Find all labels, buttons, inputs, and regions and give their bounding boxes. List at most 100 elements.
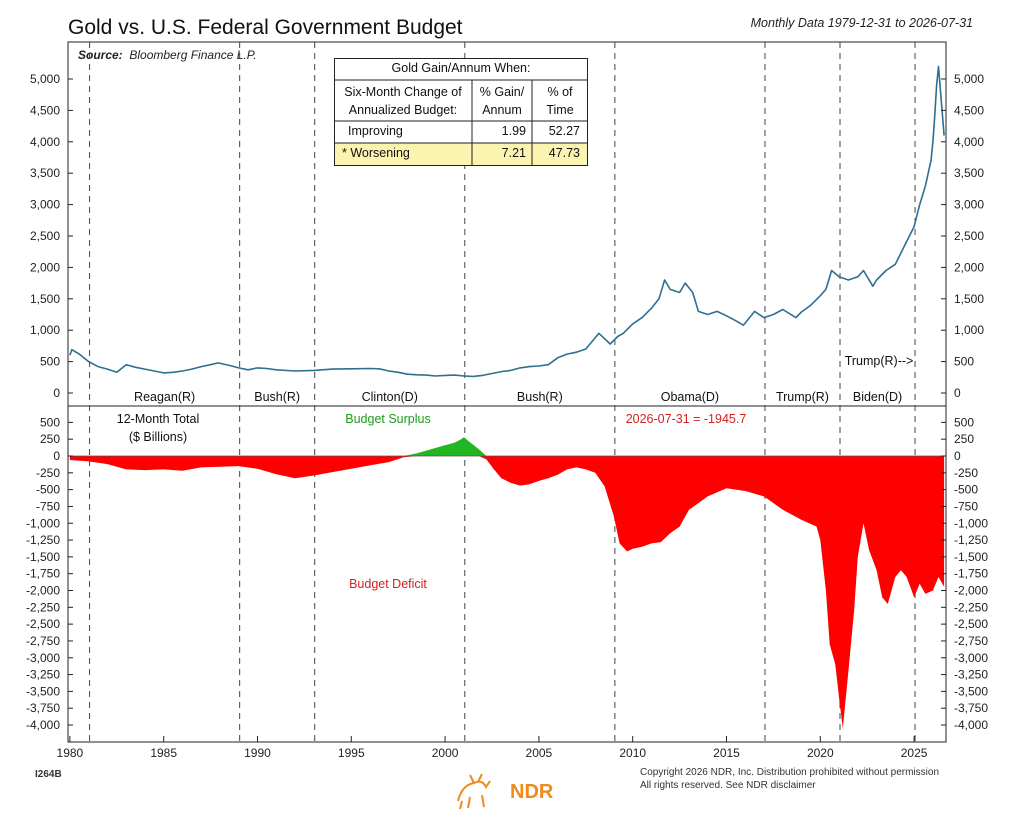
plot-border — [67, 41, 947, 743]
stats-col1-header-line1: Six-Month Change of — [344, 85, 462, 99]
budget-y-tick-label-right: -1,000 — [954, 516, 988, 530]
bull-icon — [457, 773, 491, 810]
copyright-note: Copyright 2026 NDR, Inc. Distribution pr… — [640, 766, 1000, 792]
gold-y-tick-label-right: 3,000 — [954, 198, 984, 212]
x-tick-label: 2010 — [619, 746, 646, 760]
budget-y-tick-label-right: -250 — [954, 466, 978, 480]
source-value: Bloomberg Finance L.P. — [129, 48, 257, 62]
budget-y-tick-label-right: 250 — [954, 432, 974, 446]
budget-y-tick-label-right: -1,750 — [954, 567, 988, 581]
budget-y-tick-label-right: -500 — [954, 483, 978, 497]
gold-y-tick-label-right: 500 — [954, 355, 974, 369]
administration-label: Biden(D) — [853, 390, 902, 404]
chart-id: I264B — [35, 769, 62, 780]
budget-y-tick-label-right: -2,750 — [954, 634, 988, 648]
budget-y-tick-label-left: -2,500 — [26, 617, 60, 631]
gold-y-tick-label-left: 4,000 — [30, 135, 60, 149]
budget-y-tick-label-right: 0 — [954, 449, 961, 463]
latest-value-label: 2026-07-31 = -1945.7 — [626, 412, 747, 426]
x-tick-label: 2000 — [432, 746, 459, 760]
budget-y-tick-label-left: -1,500 — [26, 550, 60, 564]
gold-price-line — [69, 65, 945, 378]
gold-y-tick-label-left: 500 — [40, 355, 60, 369]
gold-y-tick-label-right: 4,000 — [954, 135, 984, 149]
budget-y-tick-label-left: -2,250 — [26, 600, 60, 614]
deficit-area — [69, 456, 945, 729]
budget-y-tick-label-left: -1,250 — [26, 533, 60, 547]
budget-ylabel-line1: 12-Month Total — [117, 412, 199, 426]
administration-label: Reagan(R) — [134, 390, 195, 404]
gold-y-tick-label-left: 1,500 — [30, 292, 60, 306]
budget-y-tick-label-left: -750 — [36, 499, 60, 513]
row-worsening-label: * Worsening — [342, 146, 410, 160]
row-worsening-time: 47.73 — [548, 146, 580, 160]
x-tick-label: 1985 — [150, 746, 177, 760]
gold-y-tick-label-left: 3,500 — [30, 166, 60, 180]
trump2-annotation: Trump(R)--> — [845, 354, 914, 368]
gold-y-tick-label-left: 2,000 — [30, 260, 60, 274]
administration-label: Obama(D) — [661, 390, 719, 404]
gold-y-tick-label-right: 3,500 — [954, 166, 984, 180]
budget-y-tick-label-left: -3,750 — [26, 701, 60, 715]
surplus-label: Budget Surplus — [345, 412, 430, 426]
copyright-line2: All rights reserved. See NDR disclaimer — [640, 780, 816, 791]
ndr-logo: NDR — [452, 771, 582, 811]
chart-title: Gold vs. U.S. Federal Government Budget — [68, 16, 463, 39]
row-improving-time: 52.27 — [548, 124, 580, 138]
budget-y-tick-label-left: 250 — [40, 432, 60, 446]
gold-y-tick-label-left: 0 — [53, 386, 60, 400]
gold-y-tick-label-left: 2,500 — [30, 229, 60, 243]
stats-col3-header-line1: % of — [547, 85, 573, 99]
surplus-area — [69, 437, 945, 456]
budget-y-tick-label-right: -2,250 — [954, 600, 988, 614]
gold-y-tick-label-right: 2,000 — [954, 260, 984, 274]
budget-y-tick-label-left: 0 — [53, 449, 60, 463]
budget-y-tick-label-right: -2,000 — [954, 584, 988, 598]
budget-y-tick-label-right: -3,750 — [954, 701, 988, 715]
logo-text: NDR — [510, 781, 554, 803]
x-tick-label: 2025 — [901, 746, 928, 760]
deficit-label: Budget Deficit — [349, 577, 427, 591]
stats-col1-header: Six-Month Change of Annualized Budget: — [334, 83, 472, 119]
gold-y-tick-label-right: 0 — [954, 386, 961, 400]
budget-y-tick-label-left: -1,750 — [26, 567, 60, 581]
chart-subtitle: Monthly Data 1979-12-31 to 2026-07-31 — [750, 16, 973, 30]
gold-y-tick-label-right: 5,000 — [954, 72, 984, 86]
gold-y-tick-label-left: 1,000 — [30, 323, 60, 337]
budget-y-tick-label-left: -500 — [36, 483, 60, 497]
budget-y-tick-label-left: -3,250 — [26, 668, 60, 682]
budget-y-tick-label-right: -3,500 — [954, 684, 988, 698]
budget-y-tick-label-right: -3,250 — [954, 668, 988, 682]
budget-y-tick-label-left: -250 — [36, 466, 60, 480]
budget-y-tick-label-left: 500 — [40, 415, 60, 429]
x-tick-label: 1990 — [244, 746, 271, 760]
gold-y-tick-label-left: 5,000 — [30, 72, 60, 86]
stats-table: Gold Gain/Annum When: Six-Month Change o… — [334, 58, 588, 166]
worsening-row-highlight — [335, 143, 587, 165]
stats-col2-header: % Gain/ Annum — [472, 83, 532, 119]
budget-y-tick-label-right: -750 — [954, 499, 978, 513]
x-tick-label: 2020 — [807, 746, 834, 760]
x-tick-label: 2015 — [713, 746, 740, 760]
stats-col3-header: % of Time — [532, 83, 588, 119]
budget-y-tick-label-left: -3,500 — [26, 684, 60, 698]
budget-y-tick-label-left: -1,000 — [26, 516, 60, 530]
administration-label: Bush(R) — [517, 390, 563, 404]
budget-y-tick-label-left: -3,000 — [26, 651, 60, 665]
gold-y-tick-label-right: 4,500 — [954, 103, 984, 117]
stats-col1-header-line2: Annualized Budget: — [348, 103, 458, 117]
budget-y-tick-label-right: -1,250 — [954, 533, 988, 547]
row-improving-label: Improving — [348, 124, 403, 138]
budget-y-tick-label-right: -4,000 — [954, 718, 988, 732]
budget-y-tick-label-right: -1,500 — [954, 550, 988, 564]
x-tick-label: 1995 — [338, 746, 365, 760]
copyright-line1: Copyright 2026 NDR, Inc. Distribution pr… — [640, 767, 940, 778]
row-improving-gain: 1.99 — [501, 124, 526, 138]
administration-label: Bush(R) — [254, 390, 300, 404]
budget-y-tick-label-left: -2,750 — [26, 634, 60, 648]
row-worsening-gain: 7.21 — [501, 146, 526, 160]
gold-y-tick-label-right: 2,500 — [954, 229, 984, 243]
budget-y-tick-label-left: -2,000 — [26, 584, 60, 598]
stats-col2-header-line1: % Gain/ — [479, 85, 525, 99]
